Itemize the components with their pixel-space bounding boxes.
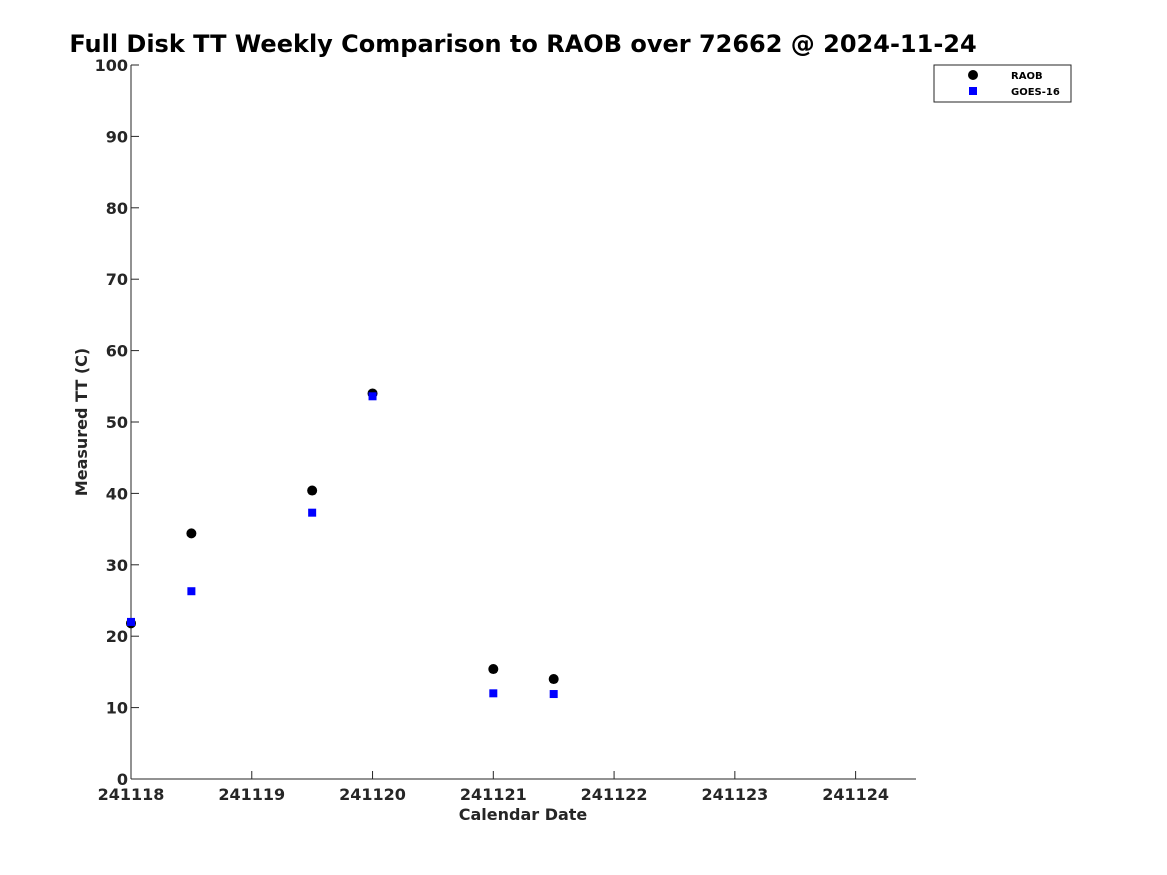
- point-goes16: [368, 392, 377, 401]
- legend: RAOB GOES-16: [933, 64, 1072, 103]
- x-tick-label: 241118: [98, 785, 165, 804]
- x-axis-label: Calendar Date: [459, 805, 588, 824]
- y-tick-label: 50: [106, 413, 128, 432]
- point-raob: [186, 528, 197, 539]
- x-tick-label: 241120: [339, 785, 406, 804]
- y-tick-label: 0: [117, 770, 128, 789]
- x-tick-label: 241123: [701, 785, 768, 804]
- point-goes16: [127, 617, 135, 626]
- legend-box: [933, 64, 1072, 103]
- x-tick-label: 241121: [460, 785, 527, 804]
- y-axis-label: Measured TT (C): [72, 348, 91, 496]
- x-tick-label: 241122: [581, 785, 648, 804]
- point-raob: [307, 485, 318, 496]
- x-tick-label: 241124: [822, 785, 889, 804]
- point-goes16: [489, 689, 498, 698]
- point-goes16: [187, 587, 196, 596]
- legend-label-goes16: GOES-16: [1011, 87, 1060, 98]
- y-ticks: 0 10 20 30 40 50 60 70 80 90 100: [95, 56, 139, 789]
- data-points: [126, 388, 559, 699]
- legend-marker-raob: [968, 70, 978, 80]
- legend-label-raob: RAOB: [1011, 71, 1043, 82]
- y-tick-label: 30: [106, 556, 128, 575]
- point-raob: [488, 664, 499, 675]
- y-tick-label: 90: [106, 127, 128, 146]
- y-tick-label: 60: [106, 342, 128, 361]
- legend-marker-goes16: [969, 87, 977, 95]
- chart-title: Full Disk TT Weekly Comparison to RAOB o…: [69, 30, 976, 58]
- point-goes16: [308, 508, 317, 517]
- x-ticks: 241118 241119 241120 241121 241122 241123 2411…: [98, 771, 889, 804]
- point-goes16: [549, 690, 558, 699]
- y-tick-label: 80: [106, 199, 128, 218]
- y-tick-label: 40: [106, 484, 128, 503]
- x-tick-label: 241119: [218, 785, 285, 804]
- y-tick-label: 20: [106, 627, 128, 646]
- point-raob: [548, 674, 559, 685]
- y-tick-label: 100: [95, 56, 128, 75]
- y-tick-label: 10: [106, 699, 128, 718]
- y-tick-label: 70: [106, 270, 128, 289]
- axes: [130, 65, 916, 780]
